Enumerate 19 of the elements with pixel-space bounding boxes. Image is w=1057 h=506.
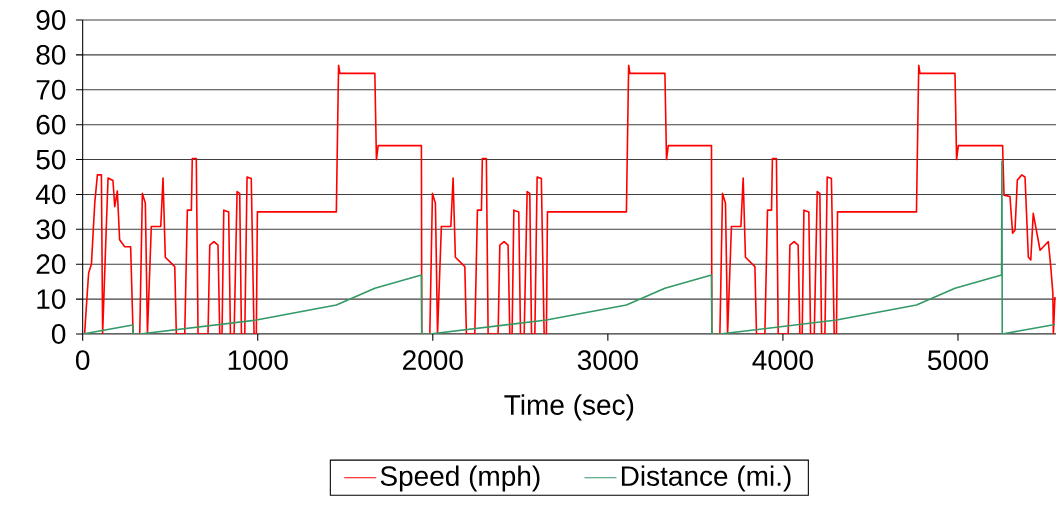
- x-tick-label: 0: [75, 350, 90, 371]
- y-tick-label: 50: [36, 149, 66, 170]
- y-tick-label: 70: [36, 79, 66, 100]
- x-axis-title: Time (sec): [504, 394, 634, 421]
- y-tick-label: 10: [37, 289, 66, 310]
- y-tick-label: 30: [36, 219, 66, 240]
- y-tick-label: 40: [35, 184, 66, 205]
- y-tick-label: 60: [36, 114, 66, 135]
- y-tick-label: 20: [36, 254, 66, 275]
- legend-label: Distance (mi.): [621, 465, 791, 492]
- y-tick-label: 0: [51, 324, 66, 344]
- x-tick-label: 2000: [403, 350, 463, 371]
- x-tick-label: 3000: [577, 350, 638, 371]
- legend-label: Speed (mph): [380, 465, 540, 492]
- x-tick-label: 4000: [752, 350, 813, 371]
- y-tick-label: 90: [36, 10, 66, 30]
- y-tick-label: 80: [36, 44, 66, 65]
- x-tick-label: 5000: [927, 350, 988, 371]
- x-tick-label: 1000: [228, 350, 288, 371]
